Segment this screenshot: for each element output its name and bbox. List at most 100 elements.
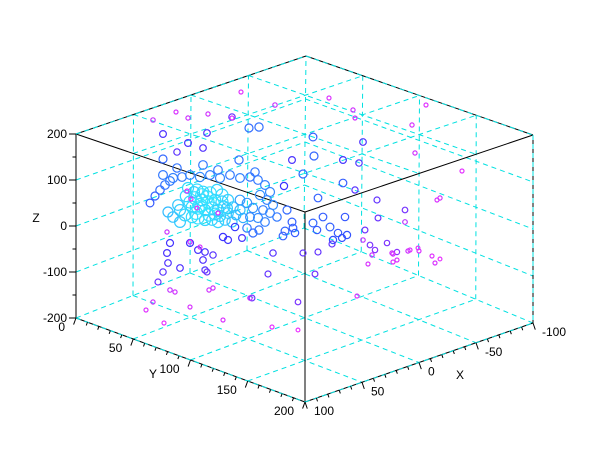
minor-tick — [407, 366, 410, 370]
data-point — [188, 196, 194, 202]
tick-label: -200 — [43, 311, 67, 325]
data-point — [244, 123, 254, 133]
data-point — [155, 185, 165, 195]
tick-label: 100 — [159, 362, 179, 376]
major-tick — [361, 382, 365, 390]
data-point — [211, 215, 225, 229]
data-point — [242, 223, 252, 233]
data-point — [165, 238, 175, 248]
grid-line-z-left-wall — [75, 184, 305, 273]
data-point — [162, 206, 174, 218]
data-points — [143, 89, 465, 333]
data-point — [394, 257, 400, 263]
data-point — [173, 203, 187, 217]
data-point — [159, 268, 167, 276]
minor-tick — [350, 386, 353, 390]
major-tick — [418, 362, 422, 370]
data-point — [250, 167, 260, 177]
data-point — [325, 222, 335, 232]
data-point — [199, 256, 207, 264]
data-point — [223, 235, 233, 245]
minor-tick — [441, 354, 444, 359]
grid-line-y-wall — [360, 75, 364, 252]
data-point — [389, 250, 395, 256]
box-edges — [75, 55, 534, 403]
data-point — [282, 205, 292, 215]
data-point — [163, 249, 172, 258]
minor-tick — [108, 330, 111, 335]
major-tick — [130, 338, 134, 346]
minor-tick — [486, 338, 490, 343]
data-point — [167, 287, 173, 293]
data-point — [298, 169, 308, 179]
data-point — [373, 196, 381, 204]
data-point — [280, 226, 290, 236]
data-point — [238, 234, 247, 243]
major-tick — [187, 359, 191, 367]
data-point — [254, 189, 266, 201]
tick-label: 100 — [314, 404, 334, 418]
data-point — [269, 324, 275, 330]
data-point — [338, 178, 348, 188]
major-tick — [244, 380, 249, 388]
minor-tick — [509, 330, 512, 335]
data-point — [290, 228, 300, 238]
grid-line-x-top — [133, 114, 363, 194]
data-point — [412, 150, 418, 156]
data-point — [260, 180, 271, 191]
data-point — [185, 115, 191, 121]
minor-tick — [372, 378, 376, 382]
data-point — [201, 266, 209, 274]
data-point — [272, 212, 282, 222]
grid-edge-overlay — [305, 55, 534, 136]
grid-line-x-wall — [132, 114, 134, 296]
data-point — [215, 210, 221, 216]
data-point — [194, 205, 200, 211]
data-point — [198, 213, 212, 227]
data-point — [158, 170, 169, 181]
data-point — [352, 115, 358, 121]
minor-tick — [338, 389, 341, 394]
data-point — [371, 246, 379, 254]
data-point — [248, 228, 258, 238]
data-point — [360, 237, 366, 243]
data-point — [181, 181, 195, 195]
data-point — [154, 278, 162, 286]
data-point — [205, 111, 211, 117]
data-point — [409, 122, 415, 128]
data-point — [159, 130, 168, 139]
data-point — [206, 287, 212, 293]
data-point — [355, 159, 363, 167]
data-point — [225, 170, 235, 180]
minor-tick — [154, 347, 157, 351]
data-point — [437, 195, 443, 201]
data-point — [402, 219, 408, 225]
data-point — [176, 264, 184, 272]
data-point — [314, 248, 322, 256]
box-edge — [304, 134, 534, 213]
minor-tick — [97, 326, 100, 330]
data-point — [230, 222, 240, 232]
tick-label: 0 — [58, 320, 65, 334]
data-point — [333, 228, 343, 238]
data-point — [143, 307, 149, 313]
data-point — [390, 251, 396, 257]
data-point — [365, 261, 371, 267]
data-point — [247, 295, 253, 301]
tick-label: 50 — [371, 384, 385, 398]
data-point — [220, 317, 226, 323]
major-tick — [475, 342, 479, 350]
grid-line-y-bottom — [133, 251, 362, 340]
minor-tick — [177, 355, 180, 360]
data-point — [234, 155, 244, 165]
minor-tick — [143, 343, 146, 347]
data-point — [328, 240, 336, 248]
data-point — [177, 172, 187, 182]
data-point — [192, 197, 208, 213]
data-point — [187, 239, 193, 245]
major-tick — [302, 401, 306, 409]
data-point — [313, 193, 323, 203]
tick-label: 0 — [60, 219, 67, 233]
data-point — [245, 212, 256, 223]
data-point — [272, 102, 278, 108]
